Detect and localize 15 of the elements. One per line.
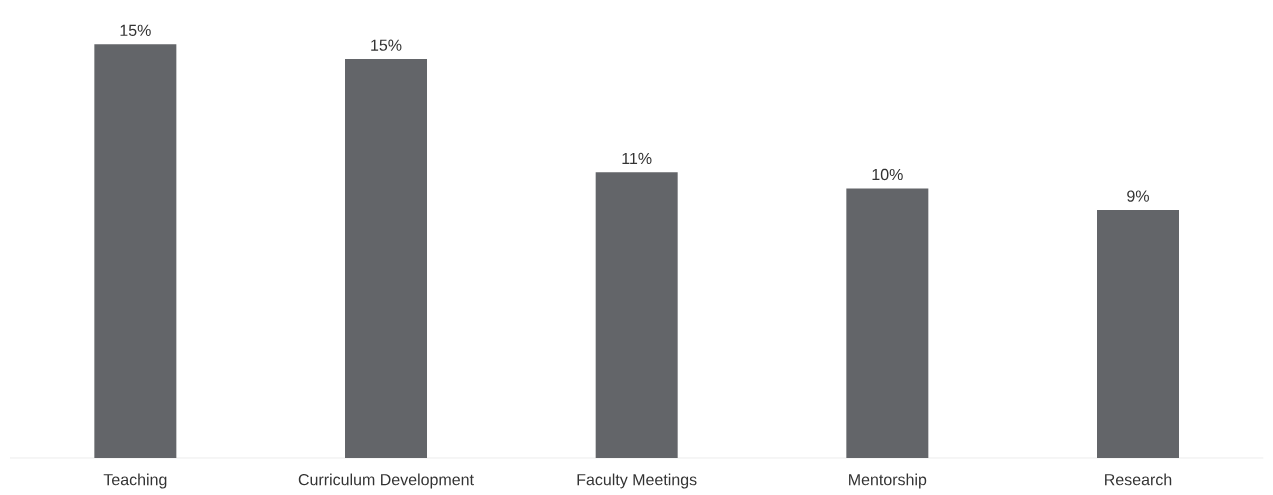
bar [595, 172, 678, 458]
x-tick-label: Faculty Meetings [577, 473, 697, 489]
bar [94, 44, 177, 458]
x-tick-label: Mentorship [849, 473, 927, 489]
x-tick-label: Curriculum Development [298, 473, 474, 489]
bar [1097, 210, 1179, 458]
data-label: 10% [872, 168, 903, 181]
data-label: 9% [1127, 190, 1149, 202]
x-tick-label: Research [1105, 473, 1172, 486]
bar [345, 59, 428, 458]
bar [846, 188, 929, 458]
data-label: 15% [120, 24, 151, 36]
x-tick-label: Teaching [103, 473, 167, 489]
data-label: 15% [371, 39, 402, 51]
data-label: 11% [622, 152, 652, 165]
